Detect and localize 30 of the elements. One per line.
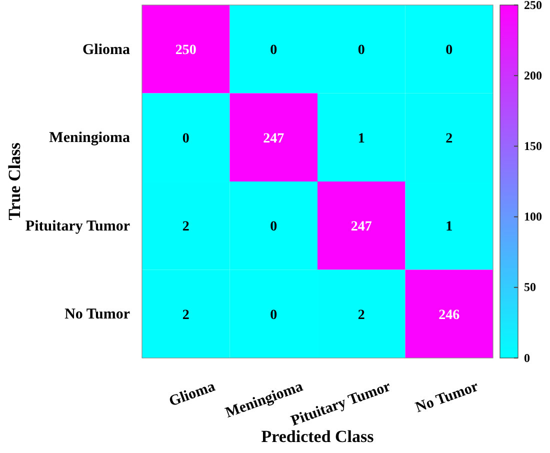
data-label: 1 xyxy=(358,131,365,146)
data-label: 1 xyxy=(446,220,453,235)
y-tick-label: Meningioma xyxy=(49,130,130,146)
data-label: 247 xyxy=(350,220,372,235)
data-label: 0 xyxy=(270,308,278,323)
y-tick-label: No Tumor xyxy=(64,306,130,323)
data-label: 2 xyxy=(446,131,453,146)
data-label: 0 xyxy=(182,131,190,146)
color-bar-label: 150 xyxy=(524,139,542,154)
y-axis-title: True Class xyxy=(5,142,24,220)
data-label: 0 xyxy=(446,43,453,58)
data-label: 250 xyxy=(175,43,196,58)
data-label: 2 xyxy=(182,220,190,235)
x-tick-label: Glioma xyxy=(167,378,218,410)
data-label: 246 xyxy=(438,308,460,323)
color-bar-label: 100 xyxy=(524,210,542,224)
color-bar-label: 250 xyxy=(524,0,542,12)
color-bar-label: 0 xyxy=(524,350,530,365)
color-bar-label: 50 xyxy=(524,280,536,294)
x-tick-label: No Tumor xyxy=(414,378,481,416)
x-axis-title: Predicted Class xyxy=(261,427,374,446)
y-tick-label: Pituitary Tumor xyxy=(25,218,130,234)
y-tick-label: Glioma xyxy=(82,42,130,58)
data-label: 2 xyxy=(182,308,190,323)
data-label: 247 xyxy=(263,131,284,146)
data-label: 0 xyxy=(358,43,365,58)
data-label: 2 xyxy=(358,308,365,323)
data-label: 0 xyxy=(270,220,278,235)
data-label: 0 xyxy=(270,43,278,58)
color-bar-label: 200 xyxy=(524,68,542,82)
